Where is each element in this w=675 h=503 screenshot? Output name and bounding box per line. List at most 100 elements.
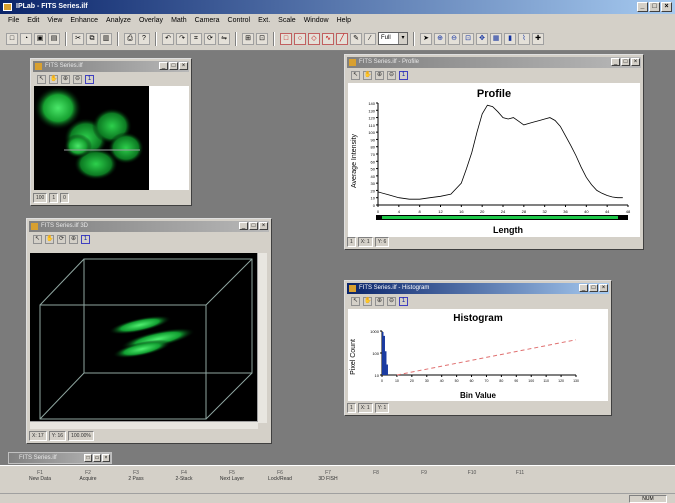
- menu-file[interactable]: File: [8, 17, 20, 24]
- pointer-icon[interactable]: ↖: [351, 296, 360, 306]
- zoom-out-icon[interactable]: ⊖: [448, 32, 460, 45]
- paste-icon[interactable]: ▥: [100, 32, 112, 45]
- hand-icon[interactable]: ✋: [45, 234, 54, 244]
- minimize-button[interactable]: _: [637, 2, 648, 12]
- pointer-icon[interactable]: ↖: [33, 234, 42, 244]
- zoom-in-icon[interactable]: ⊕: [69, 234, 78, 244]
- fkey-f4[interactable]: F4 2-Stack: [160, 466, 208, 493]
- flip-icon[interactable]: ⇋: [218, 32, 230, 45]
- image-window[interactable]: FITS Series.ilf _ □ × ↖ ✋ ⊕ ⊖ 1: [30, 58, 192, 206]
- menu-enhance[interactable]: Enhance: [70, 17, 99, 24]
- zoom-out-icon[interactable]: ⊖: [73, 74, 82, 84]
- hand-icon[interactable]: ✋: [363, 296, 372, 306]
- minimize-button[interactable]: _: [239, 222, 248, 230]
- restore-button[interactable]: □: [84, 454, 92, 462]
- maximize-button[interactable]: □: [621, 58, 630, 66]
- freehand-roi-icon[interactable]: ∿: [322, 32, 334, 45]
- menu-window[interactable]: Window: [303, 17, 329, 24]
- fkey-f1[interactable]: F1 New Data: [16, 466, 64, 493]
- profile-window[interactable]: FITS Series.ilf - Profile _ □ × ↖ ✋ ⊕ ⊖ 1 …: [344, 54, 644, 250]
- zoom-out-icon[interactable]: ⊖: [387, 70, 396, 80]
- close-button[interactable]: ×: [102, 454, 110, 462]
- copy-icon[interactable]: ⧉: [86, 32, 98, 45]
- histogram-tool-icon[interactable]: ▮: [504, 32, 516, 45]
- oval-roi-icon[interactable]: ○: [294, 32, 306, 45]
- layers-icon[interactable]: ▦: [490, 32, 502, 45]
- rotate-icon[interactable]: ⟳: [204, 32, 216, 45]
- help-icon[interactable]: ?: [138, 32, 150, 45]
- histogram-window[interactable]: FITS Series.ilf - Histogram _ □ × ↖ ✋ ⊕ ⊖ …: [344, 280, 612, 416]
- close-button[interactable]: ×: [599, 284, 608, 292]
- profile-plot-area[interactable]: Profile Average Intensity Length 0 10 20 30…: [348, 83, 640, 237]
- new-icon[interactable]: □: [6, 32, 18, 45]
- menu-math[interactable]: Math: [171, 17, 187, 24]
- pencil-icon[interactable]: ✎: [350, 32, 362, 45]
- horizontal-scrollbar[interactable]: [30, 421, 258, 429]
- maximize-button[interactable]: □: [649, 2, 660, 12]
- menu-overlay[interactable]: Overlay: [138, 17, 164, 24]
- volume-window[interactable]: FITS Series.ilf 3D _ □ × ↖ ✋ ⟳ ⊕ 1: [26, 218, 272, 444]
- redo-icon[interactable]: ↷: [176, 32, 188, 45]
- hand-icon[interactable]: ✋: [363, 70, 372, 80]
- maximize-button[interactable]: ▭: [93, 454, 101, 462]
- save-icon[interactable]: ▣: [34, 32, 46, 45]
- menu-edit[interactable]: Edit: [27, 17, 40, 24]
- fkey-f8[interactable]: F8: [352, 466, 400, 493]
- fkey-f3[interactable]: F3 2 Pass: [112, 466, 160, 493]
- close-button[interactable]: ×: [661, 2, 672, 12]
- fkey-f7[interactable]: F7 3D FISH: [304, 466, 352, 493]
- menu-scale[interactable]: Scale: [278, 17, 296, 24]
- minimize-button[interactable]: _: [159, 62, 168, 70]
- undo-icon[interactable]: ↶: [162, 32, 174, 45]
- rotate-icon[interactable]: ⟳: [57, 234, 66, 244]
- zoom-select[interactable]: Full ▾: [378, 32, 408, 45]
- minimized-window[interactable]: FITS Series.ilf □ ▭ ×: [8, 452, 112, 464]
- crop-icon[interactable]: ⌗: [190, 32, 202, 45]
- menu-help[interactable]: Help: [336, 17, 351, 24]
- maximize-button[interactable]: □: [169, 62, 178, 70]
- fit-icon[interactable]: ⊡: [462, 32, 474, 45]
- fkey-f5[interactable]: F5 Next Layer: [208, 466, 256, 493]
- cut-icon[interactable]: ✂: [72, 32, 84, 45]
- minimize-button[interactable]: _: [579, 284, 588, 292]
- close-button[interactable]: ×: [631, 58, 640, 66]
- pointer-icon[interactable]: ↖: [351, 70, 360, 80]
- fkey-f11[interactable]: F11: [496, 466, 544, 493]
- volume-window-titlebar[interactable]: FITS Series.ilf 3D _ □ ×: [29, 221, 269, 232]
- close-button[interactable]: ×: [259, 222, 268, 230]
- menu-camera[interactable]: Camera: [194, 17, 220, 24]
- page-number[interactable]: 1: [81, 234, 90, 244]
- fluorescence-image[interactable]: [34, 86, 149, 190]
- maximize-button[interactable]: □: [589, 284, 598, 292]
- poly-roi-icon[interactable]: ◇: [308, 32, 320, 45]
- hand-icon[interactable]: ✋: [49, 74, 58, 84]
- pan-icon[interactable]: ✥: [476, 32, 488, 45]
- menu-view[interactable]: View: [47, 17, 63, 24]
- zoom-in-icon[interactable]: ⊕: [61, 74, 70, 84]
- profile-tool-icon[interactable]: ⌇: [518, 32, 530, 45]
- open-icon[interactable]: ◔: [20, 32, 32, 45]
- fkey-f9[interactable]: F9: [400, 466, 448, 493]
- fkey-f10[interactable]: F10: [448, 466, 496, 493]
- folder-icon[interactable]: ▤: [48, 32, 60, 45]
- maximize-button[interactable]: □: [249, 222, 258, 230]
- zoom-in-icon[interactable]: ⊕: [375, 70, 384, 80]
- page-number[interactable]: 1: [85, 74, 94, 84]
- pointer-icon[interactable]: ➤: [420, 32, 432, 45]
- line-roi-icon[interactable]: ╱: [336, 32, 348, 45]
- eyedropper-icon[interactable]: ⁄: [364, 32, 376, 45]
- app-titlebar[interactable]: IPLab - FITS Series.ilf _ □ ×: [0, 0, 675, 14]
- zoom-out-icon[interactable]: ⊖: [387, 296, 396, 306]
- print-icon[interactable]: ⎙: [124, 32, 136, 45]
- info-icon[interactable]: ✚: [532, 32, 544, 45]
- zoom-in-icon[interactable]: ⊕: [434, 32, 446, 45]
- measure-icon[interactable]: ⊡: [256, 32, 268, 45]
- rect-roi-icon[interactable]: □: [280, 32, 292, 45]
- menu-ext[interactable]: Ext.: [258, 17, 271, 24]
- grid-icon[interactable]: ⊞: [242, 32, 254, 45]
- histogram-window-titlebar[interactable]: FITS Series.ilf - Histogram _ □ ×: [347, 283, 609, 294]
- volume-render[interactable]: [30, 253, 258, 423]
- fkey-f2[interactable]: F2 Acquire: [64, 466, 112, 493]
- profile-window-titlebar[interactable]: FITS Series.ilf - Profile _ □ ×: [347, 57, 641, 68]
- histogram-plot-area[interactable]: Histogram Pixel Count Bin Value 1000 100 1…: [348, 309, 608, 401]
